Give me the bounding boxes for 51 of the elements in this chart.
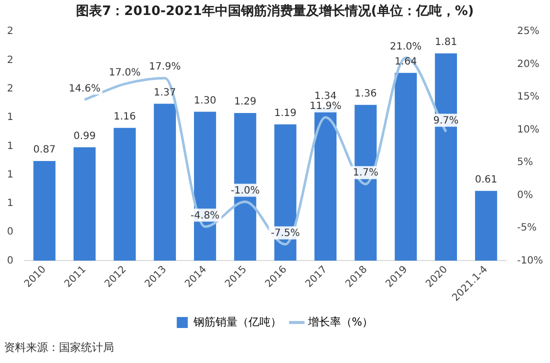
data-label: 1.19 (274, 108, 296, 119)
data-label: 1.34 (314, 90, 337, 102)
data-label: 0.99 (73, 130, 96, 142)
data-label: 14.6% (68, 83, 100, 94)
data-label: 1.81 (434, 36, 458, 48)
chart-title: 图表7：2010-2021年中国钢筋消费量及增长情况(单位：亿吨，%) (76, 3, 474, 20)
bar (74, 147, 96, 261)
bar (434, 53, 457, 261)
data-label: 1.37 (154, 87, 176, 98)
data-label: 17.9% (148, 62, 181, 73)
y2-tick-label: 20% (517, 58, 540, 70)
y2-tick-label: -10% (517, 255, 544, 266)
data-label: 0.61 (474, 174, 498, 186)
data-label: 1.64 (394, 56, 417, 68)
y2-tick-label: 5% (517, 157, 534, 168)
data-label: 1.7% (352, 168, 378, 179)
data-label: 9.7% (433, 115, 459, 126)
y-tick-label: 1 (6, 198, 14, 210)
y-tick-label: 1 (6, 140, 14, 152)
data-label: -7.5% (270, 228, 300, 239)
data-label: 1.29 (234, 96, 256, 108)
bar (354, 104, 377, 261)
data-label: 1.36 (354, 88, 377, 100)
bar (394, 72, 417, 261)
data-label: 1.16 (114, 111, 136, 122)
data-label: 17.0% (108, 68, 141, 79)
data-label: -1.0% (230, 185, 260, 196)
y-tick-label: 0 (6, 255, 14, 266)
y-tick-label: 2 (6, 54, 14, 66)
data-label: 0.87 (33, 144, 56, 156)
y2-tick-label: 15% (517, 92, 540, 103)
y-tick-label: 2 (6, 26, 14, 38)
y-tick-label: 0 (6, 226, 14, 238)
bar (154, 104, 176, 261)
bar (475, 190, 498, 261)
text: 资料来源：国家统计局 (4, 340, 114, 355)
y-tick-label: 1 (6, 169, 14, 180)
y2-tick-label: 25% (517, 26, 540, 38)
y2-tick-label: 0% (517, 190, 534, 201)
y2-tick-label: 10% (517, 124, 540, 136)
y-tick-label: 2 (6, 83, 14, 94)
data-label: 11.9% (310, 100, 342, 112)
y2-tick-label: -5% (517, 222, 537, 234)
legend-label: 增长率（%） (306, 315, 374, 328)
y-tick-label: 1 (6, 112, 14, 124)
legend-label: 钢筋销量（亿吨） (192, 315, 282, 328)
data-label: 1.30 (194, 95, 216, 106)
bar (114, 128, 136, 261)
bar (33, 161, 56, 261)
data-label: -4.8% (190, 210, 220, 222)
data-label: 21.0% (390, 41, 422, 52)
